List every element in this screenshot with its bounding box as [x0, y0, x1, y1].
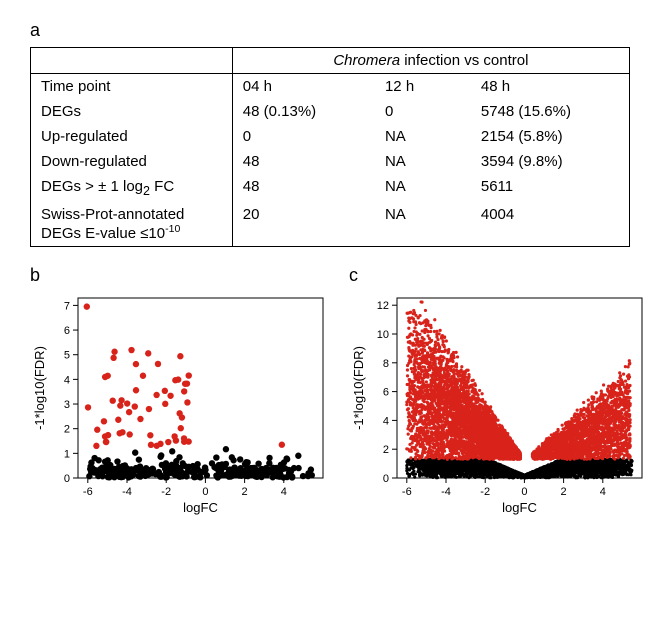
volcano-plot-c: -6-4-2024024681012logFC-1*log10(FDR)	[349, 292, 648, 518]
cell: 20	[232, 202, 375, 247]
svg-text:4: 4	[64, 374, 70, 386]
cell: NA	[375, 202, 471, 247]
panel-a-label: a	[30, 20, 634, 41]
row-header: DEGs > ± 1 log2 FC	[31, 174, 233, 202]
cell: 0	[375, 99, 471, 124]
volcano-plot-b: -6 -4 -2 0 2 4 0 1 2 3 4 5 6 7 logFC -1*log10(FDR)	[30, 292, 329, 518]
svg-text:3: 3	[64, 399, 70, 411]
table-header-italic: Chromera	[333, 52, 400, 69]
svg-text:-4: -4	[122, 486, 132, 498]
svg-text:-1*log10(FDR): -1*log10(FDR)	[32, 346, 47, 430]
svg-text:-2: -2	[161, 486, 171, 498]
table-header-rest: infection vs control	[400, 52, 528, 69]
cell: 48 h	[471, 74, 630, 100]
cell: 48 (0.13%)	[232, 99, 375, 124]
cell: 48	[232, 174, 375, 202]
svg-text:1: 1	[64, 448, 70, 460]
cell: 3594 (9.8%)	[471, 149, 630, 174]
svg-text:7: 7	[64, 300, 70, 312]
panel-c-label: c	[349, 265, 648, 286]
cell: NA	[375, 174, 471, 202]
cell: 04 h	[232, 74, 375, 100]
svg-text:0: 0	[64, 473, 70, 485]
row-header: DEGs	[31, 99, 233, 124]
row-header: Up-regulated	[31, 124, 233, 149]
cell: 0	[232, 124, 375, 149]
cell: 5748 (15.6%)	[471, 99, 630, 124]
svg-text:2: 2	[64, 424, 70, 436]
cell: 12 h	[375, 74, 471, 100]
svg-text:2: 2	[242, 486, 248, 498]
cell: 2154 (5.8%)	[471, 124, 630, 149]
cell: 4004	[471, 202, 630, 247]
cell: 5611	[471, 174, 630, 202]
svg-text:5: 5	[64, 350, 70, 362]
cell: NA	[375, 149, 471, 174]
cell: NA	[375, 124, 471, 149]
svg-text:logFC: logFC	[183, 500, 218, 515]
row-header: Swiss-Prot-annotatedDEGs E-value ≤10-10	[31, 202, 233, 247]
svg-text:6: 6	[64, 325, 70, 337]
row-header: Down-regulated	[31, 149, 233, 174]
cell: 48	[232, 149, 375, 174]
svg-text:4: 4	[281, 486, 287, 498]
panel-b-label: b	[30, 265, 329, 286]
svg-text:0: 0	[202, 486, 208, 498]
row-header: Time point	[31, 74, 233, 100]
degs-table: Chromera infection vs control Time point…	[30, 47, 630, 247]
svg-text:-6: -6	[83, 486, 93, 498]
